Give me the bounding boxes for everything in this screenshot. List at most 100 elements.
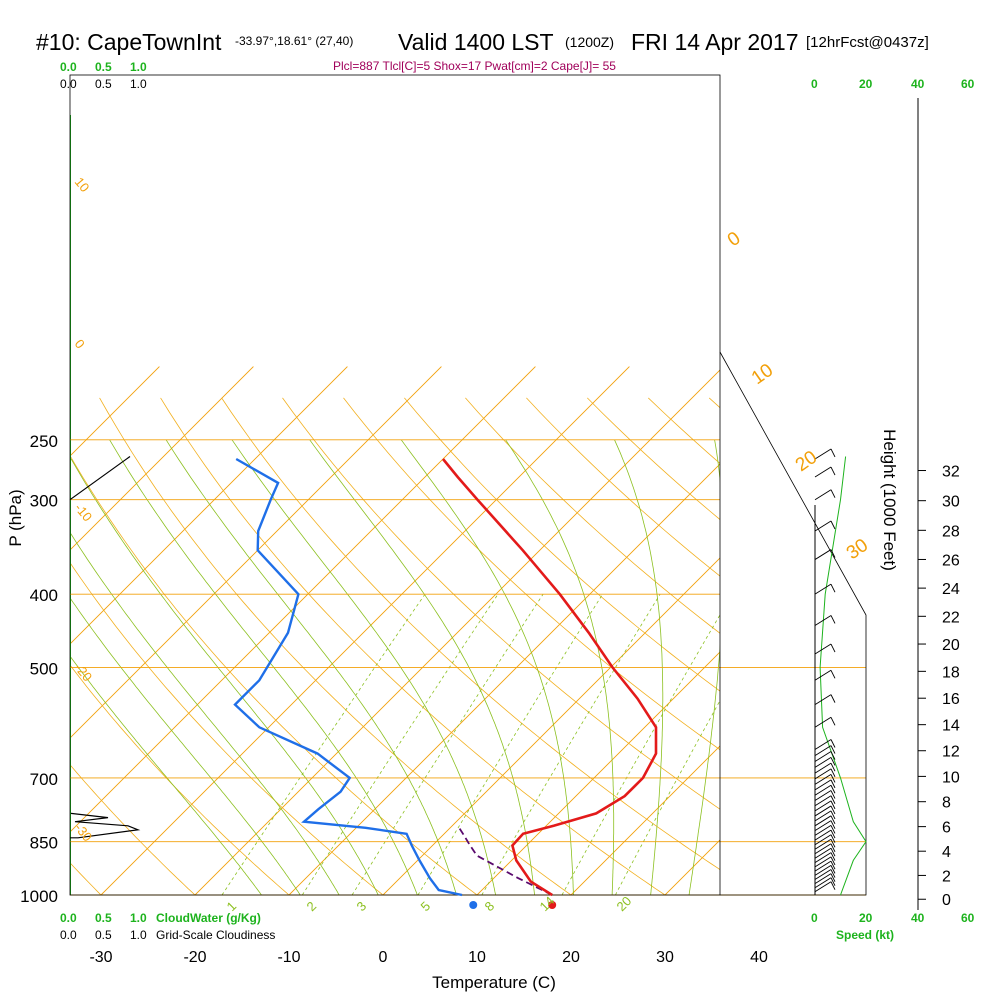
station-coords: -33.97°,18.61° (27,40): [235, 34, 353, 48]
height-tick-6: 6: [942, 820, 951, 837]
dry-adiabat-line: [70, 664, 290, 895]
temperature-tick--20: -20: [183, 949, 206, 966]
wind-barb: [814, 869, 836, 880]
wind-barb-flag: [830, 839, 836, 848]
wind-barb-flag: [830, 615, 836, 624]
cloudiness-trace: [70, 812, 141, 839]
wind-barb: [814, 825, 836, 836]
wind-barb-staff: [814, 784, 832, 796]
wind-barb-flag: [830, 852, 836, 861]
mixing-ratio-label-5: 5: [418, 898, 434, 914]
indices-line: Plcl=887 Tlcl[C]=5 Shox=17 Pwat[cm]=2 Ca…: [333, 59, 616, 73]
height-tick-10: 10: [942, 769, 960, 786]
wind-barb-flag: [830, 869, 836, 878]
speed-bottom-20: 20: [859, 911, 873, 925]
mixing-ratio-line: [561, 614, 720, 895]
dry-adiabat-line: [70, 764, 196, 895]
wind-barb-staff: [814, 852, 832, 863]
isotherm-line: [570, 745, 720, 895]
wind-barb: [814, 784, 836, 796]
wind-barb-staff: [814, 643, 832, 655]
wind-barb-staff: [814, 768, 832, 780]
temperature-tick-20: 20: [562, 949, 580, 966]
dry-adiabat-line: [70, 561, 384, 895]
dry-adiabat-line: [160, 397, 666, 895]
moist-adiabat-line: [70, 531, 340, 895]
height-tick-28: 28: [942, 523, 960, 540]
wind-barb-staff: [814, 757, 832, 768]
wind-barb: [814, 877, 836, 889]
wind-barb: [814, 810, 836, 822]
cloudiness-label: Grid-Scale Cloudiness: [156, 928, 275, 942]
wind-barb-flag: [830, 643, 836, 653]
moist-adiabat-line: [400, 439, 574, 895]
bottom-green-scale-2: 1.0: [130, 911, 147, 925]
height-axis-title: Height (1000 Feet): [880, 429, 899, 571]
temperature-tick--30: -30: [89, 949, 112, 966]
wind-barb-flag: [830, 873, 836, 882]
wind-barb-flag: [830, 810, 836, 820]
pressure-tick-400: 400: [30, 586, 58, 605]
isotherm-line: [759, 367, 1000, 895]
speed-top-40: 40: [911, 77, 925, 91]
isobars: [70, 439, 866, 896]
wind-barb-flag: [830, 670, 836, 679]
height-tick-8: 8: [942, 795, 951, 812]
wind-barb: [814, 815, 836, 827]
dry-adiabat-line: [404, 397, 720, 692]
wind-barb: [814, 790, 836, 801]
pressure-tick-250: 250: [30, 432, 58, 451]
moist-adiabat-line: [70, 655, 262, 895]
bottom-green-scale-1: 0.5: [95, 911, 112, 925]
wind-barb: [814, 865, 836, 876]
wind-barb-staff: [814, 825, 832, 836]
dry-adiabat-line: [0, 398, 22, 911]
wind-barb-flag: [830, 717, 836, 726]
wind-barb-staff: [814, 820, 832, 832]
mixing-ratio-label-20: 20: [614, 893, 635, 914]
dry-adiabat-label-0: 0: [72, 336, 88, 351]
top-green-scale-1: 0.5: [95, 60, 112, 74]
height-tick-32: 32: [942, 464, 960, 481]
temperature-surface-point: [548, 901, 557, 909]
moist-adiabat-line: [309, 439, 536, 895]
wind-barb: [814, 838, 836, 850]
wind-barbs: [814, 448, 867, 896]
dry-adiabat-line: [526, 397, 720, 577]
temperature-tick-40: 40: [750, 949, 768, 966]
height-tick-4: 4: [942, 844, 951, 861]
parcel-profile: [457, 825, 553, 896]
wind-barb: [814, 694, 836, 706]
temperature-tick-10: 10: [468, 949, 486, 966]
x-axis-title: Temperature (C): [432, 973, 556, 992]
wind-barb-staff: [814, 847, 832, 859]
speed-label: Speed (kt): [836, 928, 894, 942]
wind-barb-flag: [830, 848, 836, 857]
wind-barb-staff: [814, 448, 832, 460]
wind-barb: [814, 881, 836, 893]
wind-barb-staff: [814, 810, 832, 822]
wind-barb-flag: [830, 694, 836, 703]
moist-adiabat-line: [109, 439, 418, 895]
wind-barb-flag: [830, 751, 836, 760]
utc-time: (1200Z): [565, 34, 614, 50]
plot-frame: [69, 74, 721, 896]
wind-barb-flag: [830, 549, 836, 558]
wind-barb-staff: [814, 694, 832, 706]
wind-barb-staff: [814, 774, 832, 785]
speed-bottom-0: 0: [811, 911, 818, 925]
wind-barb: [814, 800, 836, 812]
wind-barb: [814, 768, 836, 780]
cloud-water-label: CloudWater (g/Kg): [156, 911, 261, 925]
wind-barb: [814, 466, 836, 478]
wind-barb: [814, 820, 836, 832]
wind-barb-staff: [814, 873, 832, 885]
wind-barb-flag: [830, 856, 836, 866]
forecast-info: [12hrFcst@0437z]: [806, 34, 929, 51]
speed-bottom-40: 40: [911, 911, 925, 925]
moist-adiabat-line: [724, 440, 799, 911]
wind-barb-flag: [830, 745, 836, 754]
isotherm-line: [288, 463, 720, 895]
height-tick-0: 0: [942, 892, 951, 909]
